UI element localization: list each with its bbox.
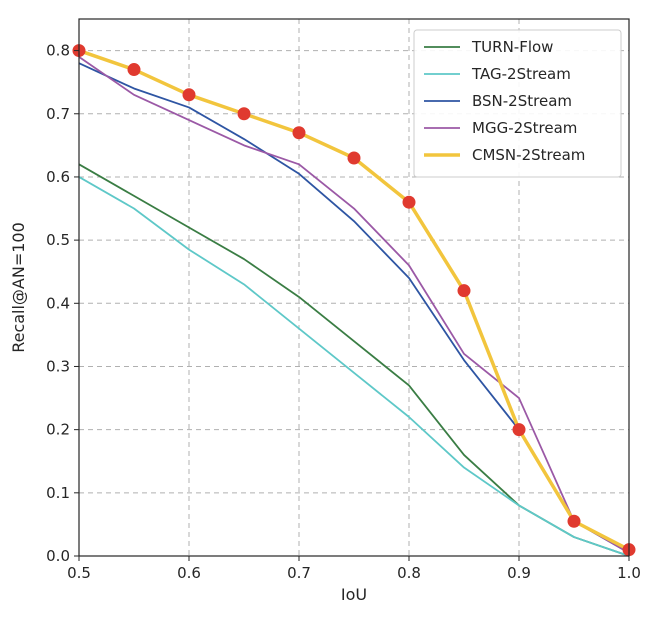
x-tick-label: 1.0: [617, 564, 641, 582]
data-point-cmsn-2stream: [402, 195, 416, 209]
y-tick-label: 0.3: [46, 357, 70, 375]
y-tick-label: 0.0: [46, 547, 70, 565]
legend-entry-label: BSN-2Stream: [472, 92, 572, 110]
x-tick-label: 0.9: [507, 564, 531, 582]
data-point-cmsn-2stream: [347, 151, 361, 165]
x-axis-label: IoU: [341, 585, 367, 604]
x-tick-label: 0.7: [287, 564, 311, 582]
legend-entry-label: TURN-Flow: [471, 38, 553, 56]
legend-entry-label: CMSN-2Stream: [472, 146, 585, 164]
y-tick-label: 0.2: [46, 421, 70, 439]
marker-layer: [72, 44, 636, 557]
series-line-tag-2stream: [78, 176, 630, 557]
data-point-cmsn-2stream: [127, 63, 141, 77]
series-line-mgg-2stream: [78, 56, 630, 554]
data-point-cmsn-2stream: [182, 88, 196, 102]
y-tick-label: 0.5: [46, 231, 70, 249]
legend-box: [413, 29, 622, 178]
data-point-cmsn-2stream: [237, 107, 251, 121]
plot-frame: [78, 18, 630, 557]
x-tick-label: 0.6: [177, 564, 201, 582]
y-tick-label: 0.8: [46, 42, 70, 60]
legend-entry-label: TAG-2Stream: [471, 65, 571, 83]
y-tick-label: 0.7: [46, 105, 70, 123]
data-point-cmsn-2stream: [457, 284, 471, 298]
y-tick-label: 0.1: [46, 484, 70, 502]
legend: TURN-Flow TAG-2Stream BSN-2Stream MGG-2Stre…: [413, 29, 622, 178]
y-tick-label: 0.4: [46, 294, 70, 312]
data-point-cmsn-2stream: [512, 423, 526, 437]
axis-ticks: 0.5 0.6 0.7 0.8 0.9 1.0 0.0 0.1 0.2 0.3 0.4 0.5 0.6 0…: [46, 42, 641, 582]
x-tick-label: 0.5: [67, 564, 91, 582]
y-tick-label: 0.6: [46, 168, 70, 186]
data-point-cmsn-2stream: [567, 514, 581, 528]
data-point-cmsn-2stream: [292, 126, 306, 140]
y-axis-label: Recall@AN=100: [9, 222, 28, 353]
x-tick-label: 0.8: [397, 564, 421, 582]
legend-entry-label: MGG-2Stream: [472, 119, 577, 137]
